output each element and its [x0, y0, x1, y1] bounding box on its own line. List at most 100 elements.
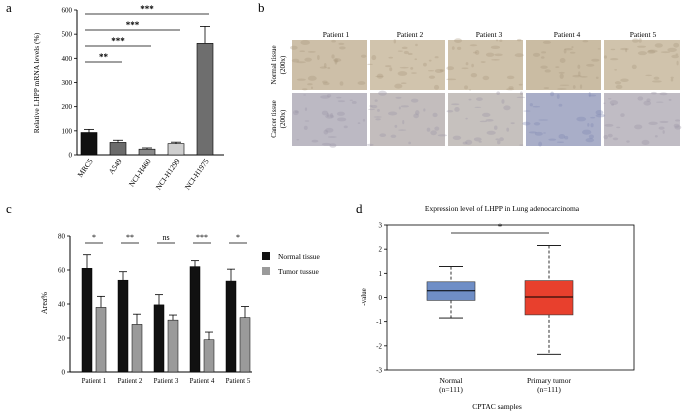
b-tissue-speck — [625, 48, 628, 53]
b-tissue-speck — [564, 47, 573, 51]
d-box — [524, 280, 574, 316]
b-tissue-speck — [432, 112, 438, 118]
b-tissue-speck — [454, 107, 460, 112]
b-tissue-speck — [532, 52, 541, 57]
b-tissue-speck — [415, 110, 420, 116]
b-tissue-speck — [673, 42, 680, 48]
a-bar — [167, 143, 185, 156]
b-tissue-speck — [439, 69, 445, 72]
b-tissue-speck — [398, 106, 401, 110]
b-tissue-speck — [374, 99, 378, 102]
b-tissue-speck — [366, 143, 374, 146]
b-tissue-speck — [470, 72, 478, 78]
c-x-tick-label: Patient 3 — [154, 377, 179, 385]
b-tissue-speck — [647, 49, 656, 54]
b-tissue-speck — [373, 116, 382, 118]
a-y-label: Relative LHPP mRNA levels (%) — [32, 32, 41, 133]
b-tissue-speck — [461, 67, 469, 70]
a-sig-label: *** — [140, 4, 154, 14]
d-y-tick-label: 0 — [379, 294, 383, 302]
c-sig-label: * — [92, 233, 96, 242]
b-tissue-speck — [604, 123, 614, 127]
b-cancer-patient-2-image — [370, 93, 445, 146]
b-tissue-speck — [506, 127, 510, 132]
b-tissue-speck — [543, 132, 546, 134]
b-tissue-speck — [323, 129, 329, 135]
b-tissue-speck — [587, 123, 590, 127]
d-x-tick-n: (n=111) — [439, 385, 463, 394]
b-tissue-speck — [407, 52, 413, 56]
b-tissue-speck — [494, 53, 503, 57]
a-sig-label: *** — [111, 36, 125, 46]
b-tissue-speck — [534, 131, 543, 136]
b-tissue-speck — [558, 133, 566, 139]
b-tissue-speck — [671, 54, 679, 59]
b-tissue-speck — [620, 47, 629, 51]
c-legend-normal-label: Normal tissue — [278, 252, 321, 261]
b-tissue-speck — [434, 68, 444, 73]
c-legend-normal-swatch — [262, 252, 270, 260]
b-tissue-speck — [454, 38, 463, 43]
b-tissue-speck — [571, 46, 574, 49]
b-tissue-speck — [662, 130, 665, 134]
b-tissue-speck — [387, 111, 398, 116]
b-tissue-speck — [506, 88, 515, 91]
b-tissue-speck — [296, 138, 300, 141]
b-tissue-speck — [499, 137, 504, 142]
d-y-tick-label: -1 — [376, 318, 382, 326]
b-tissue-speck — [337, 100, 346, 103]
b-tissue-speck — [660, 51, 671, 54]
b-tissue-speck — [397, 71, 408, 76]
panel-c-label: c — [6, 201, 12, 216]
b-tissue-speck — [493, 125, 498, 130]
b-tissue-texture — [290, 38, 682, 148]
b-tissue-speck — [542, 40, 552, 44]
b-normal-patient-4-image — [526, 40, 601, 90]
b-tissue-speck — [641, 139, 650, 146]
b-tissue-speck — [474, 106, 482, 108]
b-tissue-speck — [620, 78, 629, 82]
b-tissue-speck — [410, 66, 414, 70]
b-tissue-speck — [371, 55, 377, 61]
b-tissue-speck — [676, 60, 679, 66]
b-tissue-speck — [520, 91, 523, 96]
b-tissue-speck — [529, 103, 533, 107]
d-x-tick-label: Primary tumor — [527, 376, 571, 385]
b-tissue-speck — [516, 38, 522, 42]
b-tissue-speck — [327, 66, 331, 70]
b-tissue-speck — [423, 108, 426, 112]
b-tissue-speck — [646, 98, 651, 102]
panel-d-label: d — [356, 201, 363, 216]
b-tissue-speck — [482, 112, 491, 118]
b-tissue-speck — [304, 107, 308, 111]
b-tissue-speck — [384, 65, 392, 68]
c-sig-label: * — [236, 233, 240, 242]
b-tissue-speck — [603, 102, 606, 104]
b-tissue-speck — [331, 54, 335, 59]
b-tissue-speck — [579, 84, 583, 89]
a-x-tick-label: A549 — [107, 157, 124, 176]
b-tissue-speck — [595, 110, 604, 115]
b-tissue-speck — [518, 83, 523, 86]
c-bar — [153, 304, 165, 373]
b-col-patient-4: Patient 4 — [554, 30, 581, 39]
b-tissue-speck — [321, 142, 331, 146]
b-tissue-speck — [321, 110, 329, 116]
b-tissue-speck — [675, 53, 679, 56]
b-tissue-speck — [647, 49, 658, 53]
b-tissue-speck — [496, 91, 501, 95]
b-tissue-speck — [616, 126, 621, 129]
d-sig-label: * — [498, 222, 503, 232]
b-tissue-speck — [588, 92, 591, 98]
b-tissue-speck — [336, 111, 345, 116]
b-tissue-speck — [338, 42, 345, 45]
b-tissue-speck — [638, 38, 642, 43]
b-tissue-speck — [590, 116, 596, 119]
b-tissue-speck — [556, 141, 565, 143]
b-tissue-speck — [303, 125, 308, 130]
b-tissue-speck — [399, 66, 409, 69]
c-bar — [203, 339, 215, 373]
b-tissue-speck — [423, 62, 427, 67]
b-tissue-speck — [578, 71, 581, 77]
b-tissue-speck — [474, 50, 480, 55]
